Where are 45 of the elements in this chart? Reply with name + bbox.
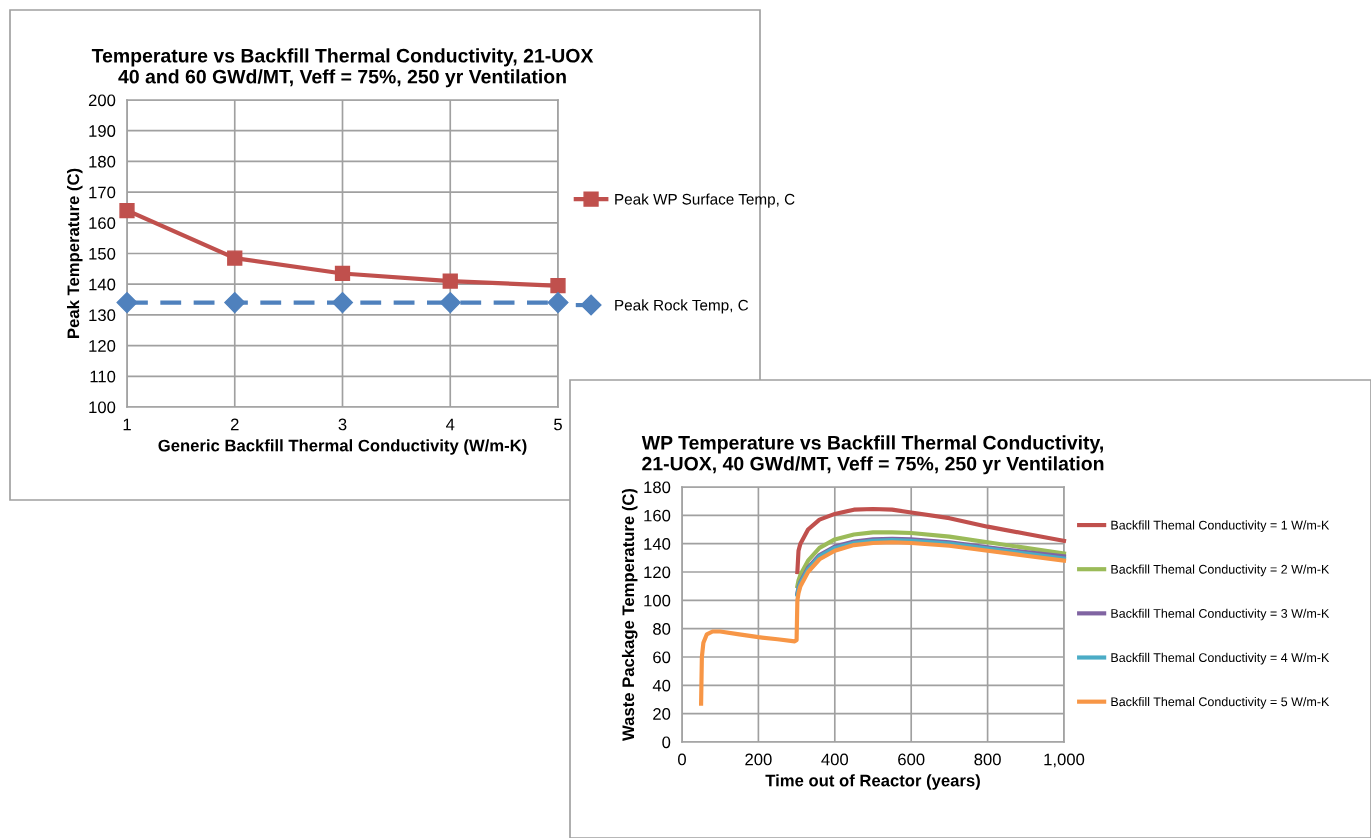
x-tick-label: 4	[446, 418, 455, 431]
y-tick-label: 190	[89, 125, 116, 137]
y-tick-label: 100	[644, 594, 671, 607]
y-tick-label: 200	[88, 94, 116, 107]
x-axis-title: Generic Backfill Thermal Conductivity (W/m-K)	[158, 439, 527, 455]
y-tick-label: 20	[653, 708, 671, 720]
y-tick-label: 110	[90, 370, 116, 383]
y-tick-label: 160	[644, 509, 671, 522]
x-axis-title: Time out of Reactor (years)	[765, 774, 980, 790]
y-tick-label: 180	[644, 481, 671, 494]
x-tick-label: 200	[745, 753, 772, 766]
y-tick-label: 100	[89, 401, 116, 414]
legend-label: Backfill Themal Conductivity = 4 W/m-K	[1111, 652, 1330, 665]
x-tick-label: 400	[821, 753, 849, 766]
chart-title: Temperature vs Backfill Thermal Conductivity, 21-UOX 40 and 60 GWd/MT, Veff = 75%, 250 yr Ventilation	[91, 48, 594, 88]
y-tick-label: 60	[653, 651, 671, 664]
y-tick-label: 150	[89, 247, 116, 260]
x-tick-label: 1,000	[1044, 753, 1085, 768]
y-axis-title: Peak Temperature (C)	[66, 168, 83, 338]
legend-label: Peak Rock Temp, C	[615, 299, 749, 314]
legend-label: Peak WP Surface Temp, C	[615, 193, 795, 208]
y-tick-label: 160	[89, 217, 116, 229]
chart-title: WP Temperature vs Backfill Thermal Conductivity, 21-UOX, 40 GWd/MT, Veff = 75%, 250 yr Ventilation	[641, 435, 1104, 475]
x-tick-label: 0	[678, 753, 686, 766]
legend-label: Backfill Themal Conductivity = 3 W/m-K	[1111, 608, 1330, 621]
x-tick-label: 1	[123, 418, 131, 431]
y-tick-label: 140	[89, 278, 116, 291]
x-tick-label: 2	[230, 418, 239, 431]
y-tick-label: 130	[89, 309, 116, 322]
legend-label: Backfill Themal Conductivity = 1 W/m-K	[1111, 520, 1330, 533]
x-tick-label: 3	[338, 418, 347, 431]
y-tick-label: 120	[89, 340, 116, 352]
y-tick-label: 140	[644, 538, 671, 550]
legend-label: Backfill Themal Conductivity = 2 W/m-K	[1111, 564, 1330, 577]
y-tick-label: 120	[644, 566, 671, 579]
y-tick-label: 180	[89, 155, 116, 168]
y-tick-label: 40	[652, 679, 671, 692]
x-tick-label: 800	[974, 753, 1001, 766]
x-tick-label: 600	[898, 753, 925, 766]
y-tick-label: 80	[653, 623, 671, 635]
legend-label: Backfill Themal Conductivity = 5 W/m-K	[1111, 696, 1330, 709]
x-tick-label: 5	[554, 418, 562, 431]
y-tick-label: 170	[89, 186, 116, 199]
y-axis-title: Waste Package Temperature (C)	[621, 488, 638, 741]
y-tick-label: 0	[662, 736, 671, 749]
